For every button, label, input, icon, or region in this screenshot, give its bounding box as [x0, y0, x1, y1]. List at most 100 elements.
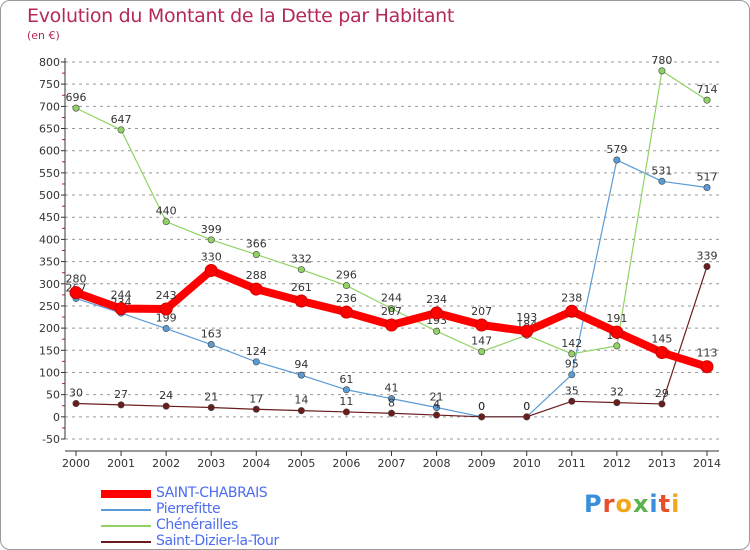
y-tick-label: 550 — [39, 167, 60, 180]
data-label: 14 — [294, 394, 308, 407]
x-tick-label: 2005 — [287, 457, 315, 470]
data-point — [342, 408, 350, 416]
data-point — [294, 294, 308, 308]
y-tick-label: 700 — [39, 100, 60, 113]
data-label: 61 — [339, 373, 353, 386]
data-label: 531 — [651, 164, 672, 177]
data-point — [249, 282, 263, 296]
x-tick-label: 2002 — [152, 457, 180, 470]
data-point — [387, 409, 395, 417]
data-label: 714 — [697, 83, 718, 96]
data-label: 366 — [246, 237, 267, 250]
data-point — [433, 404, 441, 412]
data-point — [568, 371, 576, 379]
data-label: 17 — [249, 392, 263, 405]
data-label: 95 — [565, 358, 579, 371]
legend-label-chenerailles: Chénérailles — [156, 517, 238, 533]
data-label: 11 — [339, 395, 353, 408]
data-point — [252, 405, 260, 413]
logo-letter: r — [602, 490, 616, 518]
data-point — [117, 126, 125, 134]
logo-letter: x — [632, 490, 650, 518]
data-label: 238 — [561, 291, 582, 304]
x-tick-label: 2009 — [468, 457, 496, 470]
y-tick-label: 750 — [39, 78, 60, 91]
data-label: 41 — [385, 382, 399, 395]
data-point — [433, 327, 441, 335]
y-tick-label: 50 — [46, 389, 60, 402]
proxiti-logo: Proxiti — [584, 490, 680, 518]
data-label: 339 — [697, 249, 718, 262]
data-point — [703, 96, 711, 104]
data-point — [252, 250, 260, 258]
data-point — [565, 304, 579, 318]
data-label: 236 — [336, 292, 357, 305]
data-label: 35 — [565, 384, 579, 397]
data-point — [610, 325, 624, 339]
logo-letter: i — [671, 490, 681, 518]
data-point — [613, 156, 621, 164]
data-point — [658, 67, 666, 75]
data-label: 21 — [430, 391, 444, 404]
legend-label-saint-dizier-la-tour: Saint-Dizier-la-Tour — [156, 533, 279, 549]
legend-swatch-pierrefitte — [101, 509, 151, 511]
data-point — [700, 360, 714, 374]
y-tick-label: 800 — [39, 56, 60, 69]
data-label: 0 — [478, 400, 485, 413]
data-point — [252, 358, 260, 366]
data-point — [387, 395, 395, 403]
data-point — [523, 413, 531, 421]
y-tick-label: 150 — [39, 344, 60, 357]
data-point — [568, 397, 576, 405]
data-point — [297, 266, 305, 274]
legend-swatch-saint-dizier-la-tour — [101, 541, 151, 543]
data-point — [478, 413, 486, 421]
data-point — [613, 342, 621, 350]
data-point — [72, 104, 80, 112]
data-label: 234 — [426, 293, 447, 306]
data-point — [655, 346, 669, 360]
data-point — [72, 400, 80, 408]
data-label: 113 — [697, 347, 718, 360]
y-tick-label: 350 — [39, 256, 60, 269]
logo-letter: o — [615, 490, 633, 518]
data-label: 296 — [336, 269, 357, 282]
x-tick-label: 2008 — [423, 457, 451, 470]
data-label: 27 — [114, 388, 128, 401]
data-label: 124 — [246, 345, 267, 358]
data-label: 29 — [655, 387, 669, 400]
data-point — [159, 302, 173, 316]
data-point — [478, 348, 486, 356]
x-tick-label: 2003 — [197, 457, 225, 470]
x-tick-label: 2006 — [332, 457, 360, 470]
data-label: 94 — [294, 358, 308, 371]
logo-letter: P — [584, 490, 603, 518]
legend-label-pierrefitte: Pierrefitte — [156, 501, 221, 517]
data-label: 30 — [69, 387, 83, 400]
data-point — [297, 407, 305, 415]
y-tick-label: 250 — [39, 300, 60, 313]
data-label: 696 — [66, 91, 87, 104]
data-label: 32 — [610, 386, 624, 399]
data-point — [114, 302, 128, 316]
data-point — [162, 402, 170, 410]
y-tick-label: 200 — [39, 322, 60, 335]
data-point — [207, 236, 215, 244]
data-label: 440 — [156, 205, 177, 218]
data-point — [703, 184, 711, 192]
data-point — [475, 318, 489, 332]
x-tick-label: 2013 — [648, 457, 676, 470]
x-tick-label: 2004 — [242, 457, 270, 470]
y-tick-label: 600 — [39, 145, 60, 158]
data-label: 0 — [478, 400, 485, 413]
y-tick-label: 400 — [39, 233, 60, 246]
y-tick-label: -50 — [42, 433, 60, 446]
x-tick-label: 2001 — [107, 457, 135, 470]
x-tick-label: 2000 — [62, 457, 90, 470]
x-tick-label: 2011 — [558, 457, 586, 470]
data-point — [162, 218, 170, 226]
data-label: 244 — [381, 292, 402, 305]
data-label: 330 — [201, 250, 222, 263]
y-tick-label: 450 — [39, 211, 60, 224]
